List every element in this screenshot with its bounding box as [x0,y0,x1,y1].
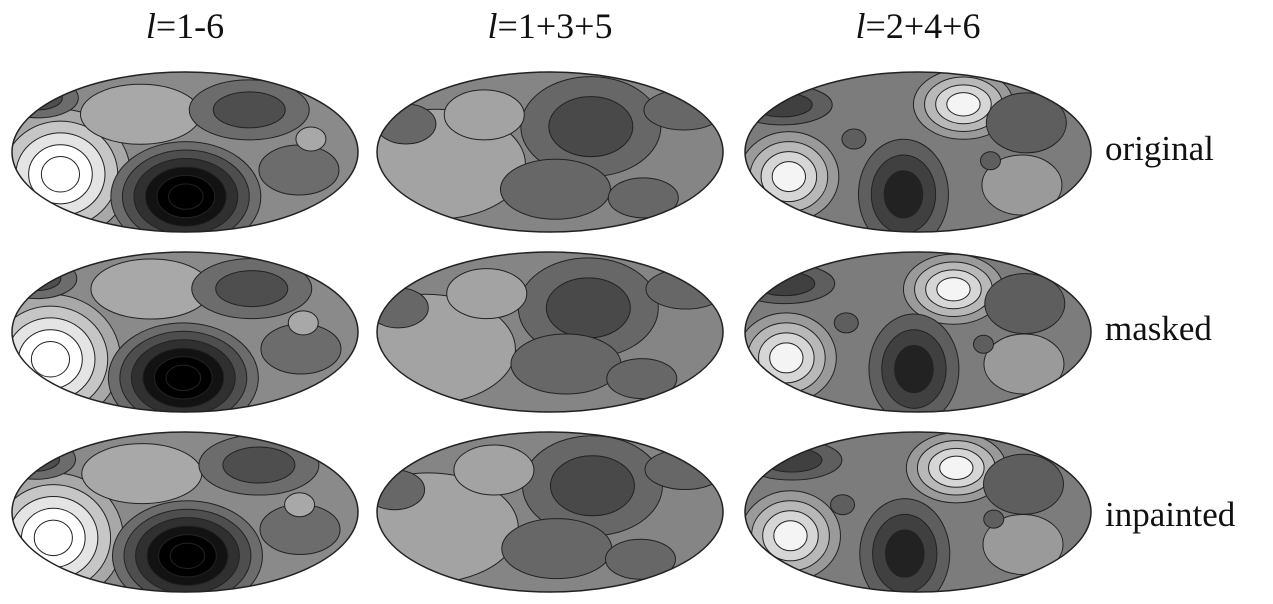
contour [40,156,81,193]
contour [773,520,808,552]
contour [769,342,804,374]
contour [287,310,319,336]
map-outline [744,431,1092,593]
contour [983,333,1065,395]
sky-map [745,72,1091,232]
contour [644,448,723,490]
map-outline [376,251,724,413]
contour [377,469,426,511]
contour [169,542,206,569]
contour [982,513,1064,575]
contour [771,161,807,193]
row-label: original [1105,129,1214,168]
contour [12,266,62,292]
contour [754,271,816,297]
contour [30,341,71,378]
contour [545,277,631,339]
contour [981,154,1063,216]
map-outline [376,431,724,593]
sky-map [377,432,723,592]
maps [11,71,1092,593]
column-header: l=1+3+5 [488,6,613,46]
contour [284,492,316,518]
contour [258,144,340,196]
contour [165,364,202,392]
contour [761,447,823,473]
column-header: l=1-6 [146,6,224,46]
contour [645,268,723,310]
column-label: =1+3+5 [498,6,613,46]
sky-map [12,72,358,232]
contour [377,103,437,145]
contour [985,92,1067,154]
column-label: =1-6 [156,6,224,46]
sky-map [745,252,1091,412]
contour [81,443,203,505]
contour [883,170,924,219]
column-symbol: l [856,6,866,46]
contour [604,538,676,580]
column-symbol: l [146,6,156,46]
map-outline [376,71,724,233]
contour [833,312,859,334]
contour [222,446,296,484]
contour [936,277,971,302]
contour [499,158,611,220]
row-label: masked [1105,309,1212,348]
contour [982,453,1064,515]
contour [12,446,60,472]
contour [548,96,634,158]
contour [215,270,289,308]
contour [446,268,528,320]
contour [884,529,925,578]
contour [841,128,867,150]
contour [606,358,678,400]
map-outline [11,251,359,413]
map-outline [744,251,1092,413]
column-label: =2+4+6 [866,6,981,46]
contour [453,444,535,496]
contour [13,85,63,111]
contour [979,151,1001,171]
contour [79,83,201,145]
map-outline [11,71,359,233]
contour [939,455,974,481]
contour [501,518,613,580]
contour [212,91,286,129]
contour [168,183,204,210]
contour [830,494,856,516]
contour [12,438,76,480]
contour [510,333,622,395]
contour [894,344,934,394]
sky-map [12,432,358,592]
contour [12,258,78,300]
contour [549,455,635,517]
contour [607,177,679,219]
column-header: l=2+4+6 [856,6,981,46]
contour [12,77,79,119]
contour [295,126,327,152]
sky-map [377,72,723,232]
contour [443,89,525,141]
map-outline [11,431,359,593]
contour [972,334,994,354]
sky-map [745,432,1091,592]
contour [946,92,981,117]
contour [751,92,813,118]
row-label: inpainted [1105,495,1236,534]
sky-map [377,252,723,412]
contour [33,519,73,557]
contour [983,509,1005,529]
map-outline [744,71,1092,233]
column-symbol: l [488,6,498,46]
